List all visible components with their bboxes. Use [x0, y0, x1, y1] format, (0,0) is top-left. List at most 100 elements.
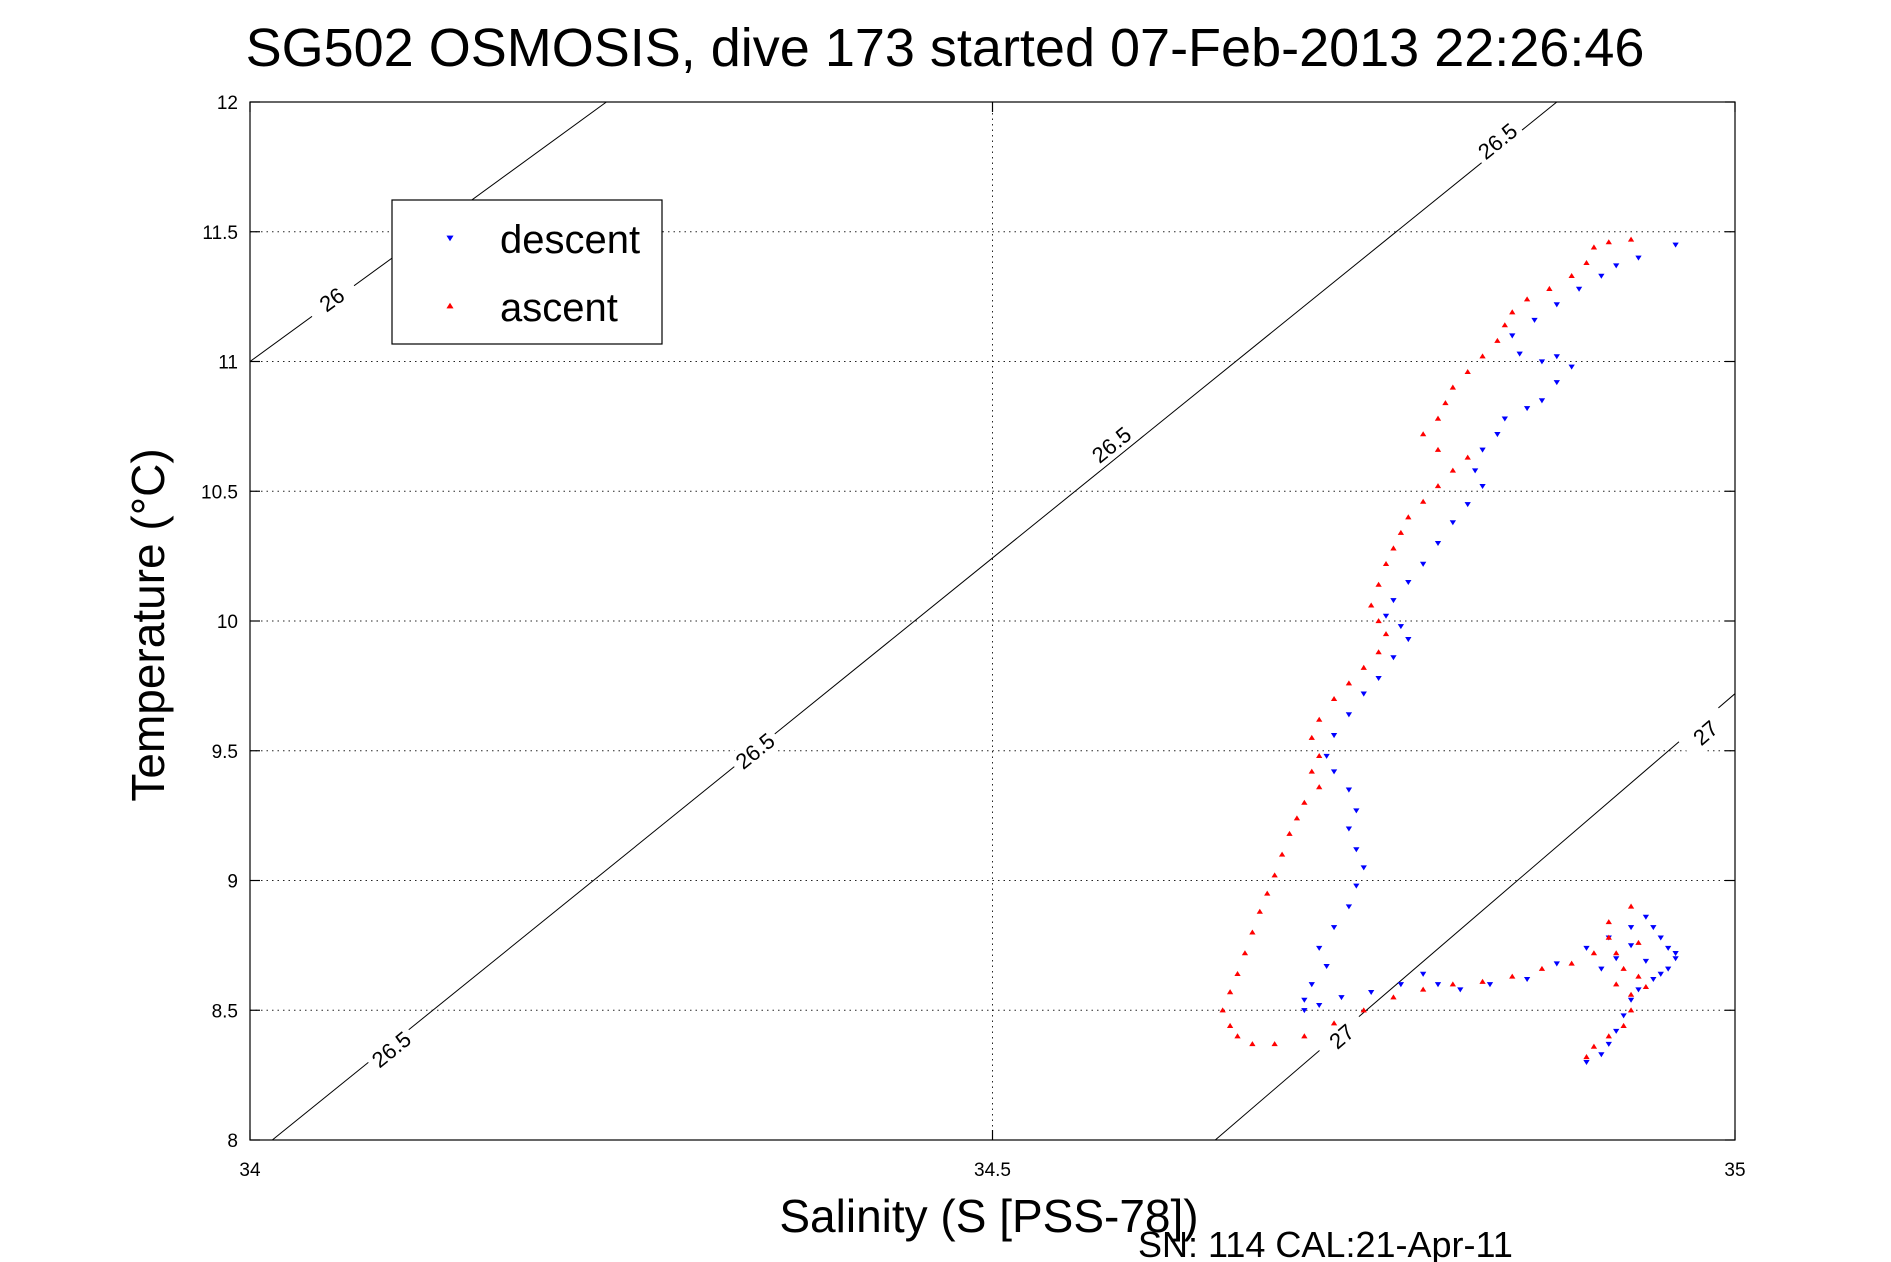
- descent-point: [1382, 613, 1390, 619]
- ascent-point: [1605, 239, 1612, 245]
- isopycnal-label-bg: [303, 273, 361, 326]
- y-tick-label: 11.5: [202, 223, 238, 244]
- isopycnal-label-bg: [362, 1022, 420, 1076]
- descent-point: [1627, 997, 1635, 1003]
- descent-point: [1405, 637, 1412, 643]
- descent-point: [1420, 971, 1427, 977]
- descent-point: [1605, 1041, 1612, 1047]
- descent-point: [1553, 302, 1560, 308]
- ascent-point: [1509, 309, 1516, 315]
- descent-point: [1434, 982, 1442, 988]
- ascent-point: [1249, 929, 1256, 935]
- descent-point: [1397, 624, 1405, 630]
- descent-point: [1642, 958, 1650, 964]
- descent-point: [1330, 733, 1338, 739]
- ascent-point: [1405, 514, 1412, 520]
- ascent-point: [1627, 236, 1635, 242]
- ascent-point: [1546, 285, 1553, 291]
- ascent-point: [1509, 973, 1516, 979]
- ascent-point: [1420, 498, 1427, 504]
- descent-point: [1657, 971, 1664, 977]
- descent-point: [1538, 359, 1546, 365]
- isopycnal-label-bg: [1313, 1009, 1370, 1064]
- legend-marker-ascent: [446, 302, 454, 309]
- ascent-point: [1620, 1022, 1627, 1028]
- descent-point: [1494, 432, 1501, 438]
- descent-point: [1642, 914, 1650, 920]
- ascent-point: [1293, 815, 1301, 821]
- ascent-point: [1249, 1041, 1256, 1047]
- descent-point: [1323, 964, 1330, 970]
- y-tick-label: 9.5: [212, 742, 238, 763]
- ascent-point: [1390, 545, 1397, 551]
- ascent-point: [1308, 768, 1315, 774]
- legend-label-descent: descent: [500, 218, 640, 262]
- descent-point: [1531, 317, 1538, 323]
- descent-point: [1568, 364, 1575, 370]
- x-axis-label: Salinity (S [PSS-78]): [779, 1190, 1198, 1242]
- ascent-point: [1301, 1033, 1308, 1039]
- descent-point: [1345, 826, 1353, 832]
- series-ascent: [1219, 236, 1650, 1060]
- ascent-point: [1360, 664, 1367, 670]
- descent-point: [1397, 982, 1405, 988]
- ascent-point: [1449, 981, 1456, 987]
- descent-point: [1353, 847, 1360, 853]
- ascent-point: [1308, 734, 1315, 740]
- descent-point: [1330, 769, 1338, 775]
- descent-point: [1553, 354, 1560, 360]
- descent-point: [1471, 468, 1479, 474]
- ascent-point: [1605, 1033, 1612, 1039]
- descent-point: [1464, 502, 1471, 508]
- ascent-point: [1627, 1007, 1635, 1013]
- ascent-point: [1316, 716, 1323, 722]
- descent-point: [1598, 273, 1605, 279]
- isopycnal-label-bg: [1469, 114, 1526, 168]
- descent-point: [1345, 712, 1353, 718]
- descent-point: [1345, 787, 1353, 793]
- legend-label-ascent: ascent: [500, 286, 618, 330]
- y-axis-label: Temperature (°C): [122, 448, 174, 801]
- descent-point: [1598, 966, 1605, 972]
- descent-point: [1635, 255, 1642, 261]
- ascent-point: [1583, 1054, 1590, 1060]
- ascent-point: [1271, 872, 1278, 878]
- descent-point: [1665, 966, 1672, 972]
- descent-point: [1353, 883, 1360, 889]
- ascent-point: [1605, 919, 1612, 925]
- y-tick-label: 12: [217, 93, 238, 114]
- ascent-point: [1219, 1007, 1226, 1013]
- ascent-point: [1449, 384, 1456, 390]
- ascent-point: [1568, 960, 1575, 966]
- ascent-point: [1278, 851, 1286, 857]
- descent-point: [1345, 904, 1353, 910]
- descent-point: [1575, 286, 1583, 292]
- ascent-point: [1523, 296, 1531, 302]
- descent-point: [1635, 987, 1642, 993]
- isopycnal-line: [271, 102, 1558, 1140]
- ascent-point: [1613, 950, 1620, 956]
- descent-point: [1338, 995, 1345, 1001]
- y-tick-label: 11: [218, 353, 238, 374]
- ascent-point: [1613, 981, 1620, 987]
- ascent-point: [1464, 368, 1471, 375]
- ascent-point: [1316, 753, 1323, 759]
- ascent-point: [1420, 986, 1427, 992]
- ascent-point: [1590, 244, 1598, 250]
- descent-point: [1650, 976, 1657, 983]
- descent-point: [1360, 865, 1367, 871]
- descent-point: [1516, 351, 1523, 357]
- descent-point: [1405, 579, 1412, 585]
- descent-point: [1657, 935, 1664, 941]
- descent-point: [1479, 447, 1486, 453]
- descent-point: [1323, 753, 1330, 759]
- y-tick-label: 8.5: [212, 1001, 238, 1022]
- descent-point: [1665, 945, 1672, 951]
- ascent-point: [1375, 581, 1382, 587]
- ascent-point: [1382, 561, 1390, 567]
- descent-point: [1672, 951, 1679, 957]
- descent-point: [1538, 398, 1546, 404]
- x-tick-label: 35: [1724, 1160, 1745, 1181]
